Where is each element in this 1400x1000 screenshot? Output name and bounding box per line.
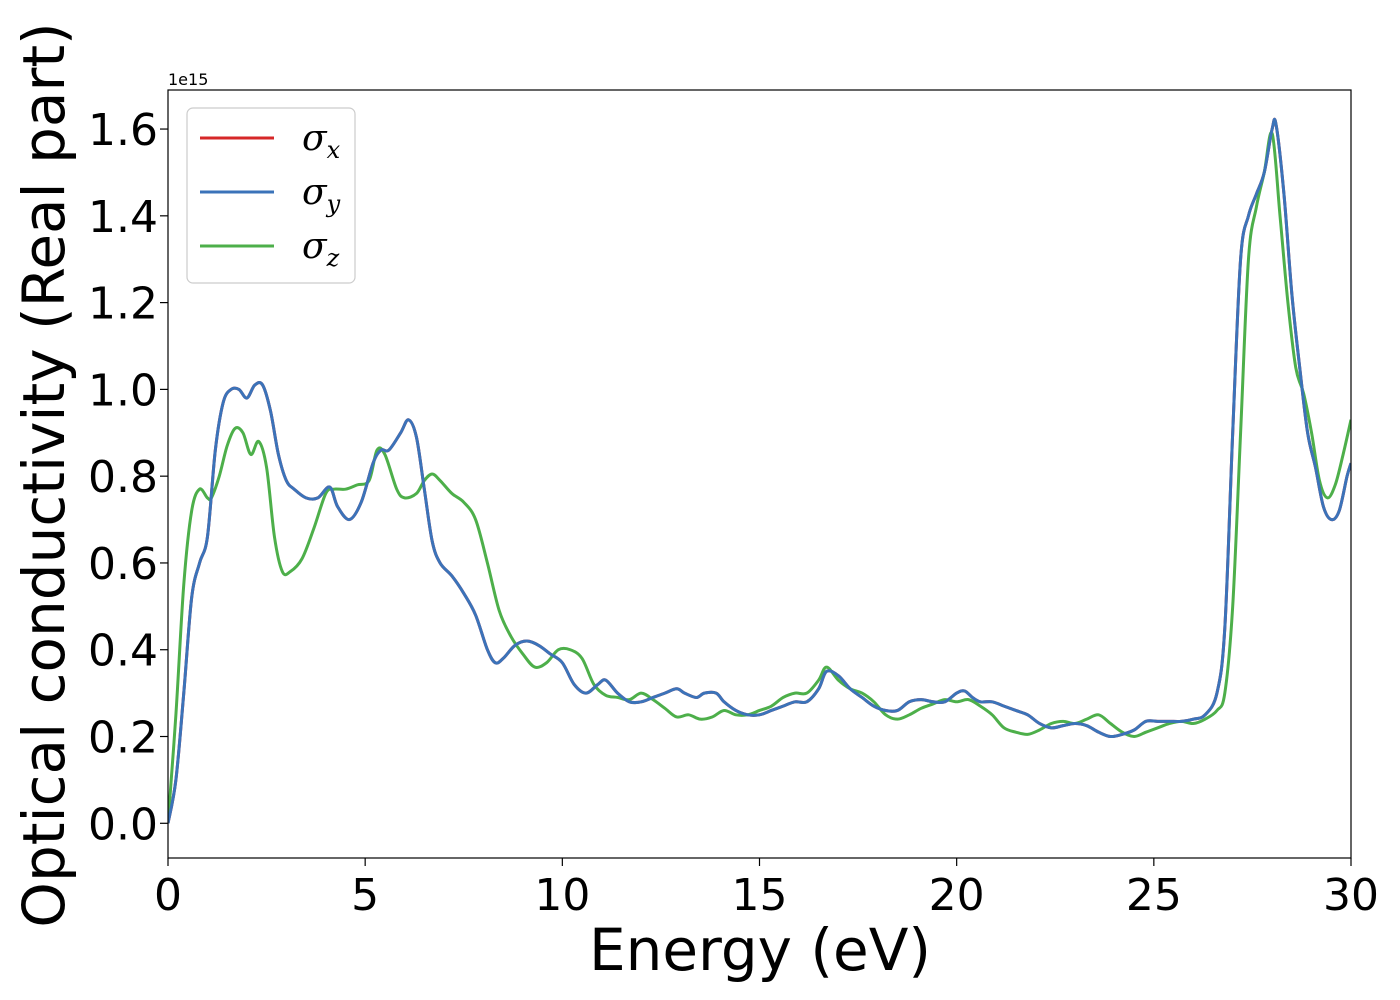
y-tick-label: 1.0 — [88, 365, 158, 416]
x-tick-label: 10 — [534, 870, 590, 921]
y-tick-label: 1.6 — [88, 105, 158, 156]
series-line-z — [168, 130, 1351, 824]
y-offset-text: 1e15 — [168, 70, 208, 89]
x-tick-label: 15 — [732, 870, 788, 921]
y-tick-label: 0.8 — [88, 452, 158, 503]
series-line-y — [168, 117, 1351, 824]
x-tick-label: 25 — [1126, 870, 1182, 921]
y-tick-label: 1.2 — [88, 279, 158, 330]
plot-lines — [168, 117, 1351, 824]
legend-label-x: σx — [302, 118, 341, 164]
x-axis-ticks: 0 5 10 15 20 25 30 — [154, 858, 1379, 921]
y-tick-label: 0.2 — [88, 713, 158, 764]
legend-box — [186, 107, 356, 284]
legend: σx σy σz — [186, 107, 356, 284]
x-tick-label: 20 — [929, 870, 985, 921]
y-tick-label: 1.4 — [88, 192, 158, 243]
y-tick-label: 0.0 — [88, 799, 158, 850]
y-axis-ticks: 0.0 0.2 0.4 0.6 0.8 1.0 1.2 1.4 1.6 — [88, 105, 168, 850]
x-tick-label: 5 — [351, 870, 379, 921]
legend-label-z: σz — [302, 226, 340, 272]
y-axis-label: Optical conductivity (Real part) — [10, 22, 78, 927]
x-tick-label: 0 — [154, 870, 182, 921]
x-tick-label: 30 — [1323, 870, 1379, 921]
y-tick-label: 0.6 — [88, 539, 158, 590]
legend-label-y: σy — [302, 172, 341, 218]
y-tick-label: 0.4 — [88, 626, 158, 677]
x-axis-label: Energy (eV) — [589, 916, 931, 984]
